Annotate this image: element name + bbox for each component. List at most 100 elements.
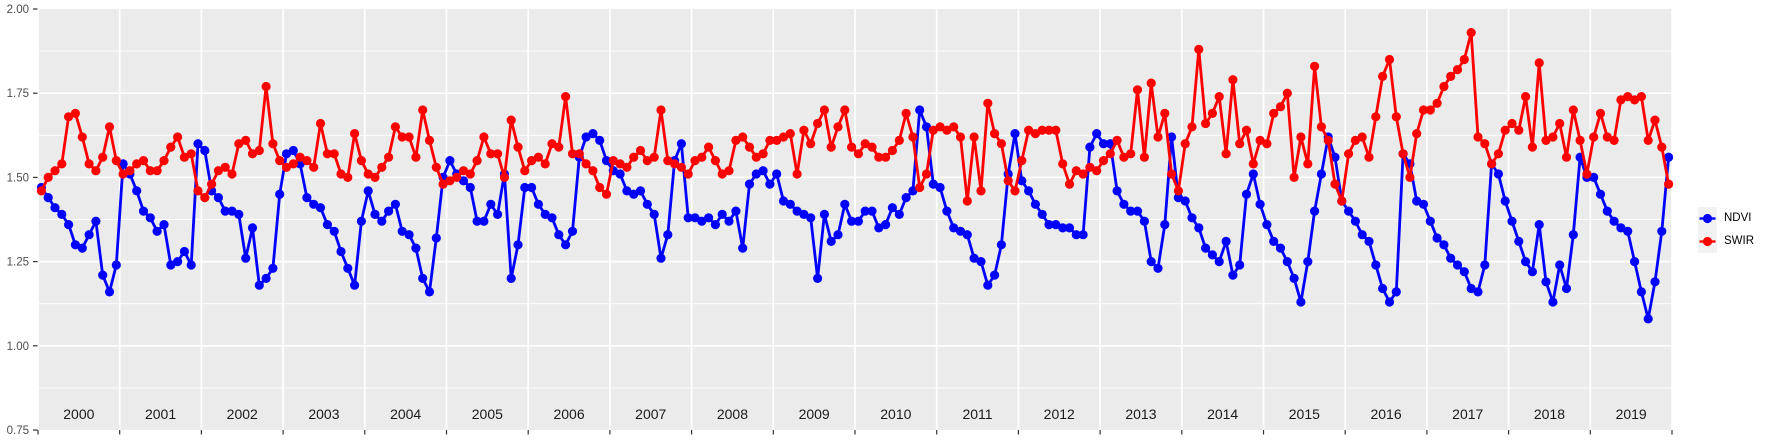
ndvi-point — [281, 149, 292, 159]
swir-point — [1344, 149, 1354, 159]
year-label: 2011 — [962, 406, 992, 422]
ndvi-point — [111, 260, 121, 270]
ndvi-point — [506, 273, 516, 283]
swir-point — [336, 169, 346, 179]
swir-point — [1616, 95, 1626, 105]
ndvi-point — [336, 246, 346, 257]
ndvi-point — [1241, 189, 1252, 199]
swir-point — [1310, 61, 1320, 71]
ndvi-point — [247, 223, 258, 233]
swir-point — [220, 162, 230, 172]
ndvi-point — [792, 206, 802, 216]
ndvi-point — [411, 243, 421, 253]
swir-point — [1153, 132, 1163, 142]
ndvi-point — [1439, 240, 1449, 250]
ndvi-point — [1262, 220, 1272, 230]
ndvi-point — [1296, 297, 1306, 307]
swir-point — [540, 159, 550, 169]
ndvi-point — [581, 132, 591, 142]
ndvi-point — [1112, 186, 1122, 196]
swir-point — [738, 132, 748, 142]
ndvi-point — [833, 230, 843, 240]
y-tick-label: 1.50 — [7, 172, 29, 184]
swir-point — [744, 142, 755, 152]
ndvi-point — [962, 230, 972, 240]
swir-point — [390, 122, 400, 132]
swir-point — [1391, 112, 1401, 122]
ndvi-point — [1418, 199, 1429, 209]
swir-point — [1214, 92, 1224, 102]
ndvi-point — [704, 213, 714, 223]
swir-point — [479, 132, 489, 142]
swir-point — [1282, 88, 1292, 98]
swir-point — [64, 112, 74, 122]
ndvi-point — [935, 182, 945, 193]
ndvi-point — [70, 240, 80, 250]
ndvi-point — [275, 189, 285, 199]
swir-point — [1010, 186, 1020, 196]
ndvi-point — [132, 186, 142, 196]
swir-point — [1589, 132, 1599, 142]
ndvi-point — [690, 213, 700, 223]
legend-label-ndvi: NDVI — [1724, 212, 1752, 224]
swir-point — [138, 156, 149, 166]
ndvi-point — [309, 199, 319, 209]
ndvi-point — [1207, 250, 1217, 260]
swir-point — [261, 81, 271, 92]
year-label: 2009 — [799, 406, 830, 422]
swir-point — [561, 92, 571, 102]
swir-point — [1085, 162, 1095, 172]
ndvi-point — [1521, 257, 1531, 267]
ndvi-point — [785, 199, 795, 209]
legend-key-ndvi — [1698, 207, 1717, 230]
swir-point — [1262, 139, 1272, 149]
swir-point — [581, 159, 591, 169]
ndvi-point — [159, 220, 169, 230]
swir-point — [145, 166, 155, 176]
swir-point — [1098, 156, 1109, 166]
swir-point — [418, 105, 428, 115]
ndvi-point — [649, 209, 659, 219]
ndvi-point — [1180, 196, 1190, 206]
swir-point — [186, 149, 196, 159]
ndvi-point — [513, 240, 523, 250]
ndvi-point — [1541, 277, 1551, 287]
ndvi-point — [874, 223, 884, 233]
ndvi-point — [1173, 193, 1183, 203]
swir-point — [227, 169, 237, 179]
swir-point — [806, 139, 816, 149]
swir-point — [1058, 159, 1068, 169]
swir-point — [1201, 118, 1211, 129]
swir-point — [1119, 152, 1129, 162]
ndvi-point — [1643, 314, 1653, 324]
swir-point — [1636, 92, 1646, 102]
swir-point — [670, 159, 680, 169]
swir-point — [1289, 172, 1299, 182]
swir-point — [315, 118, 326, 129]
swir-point — [642, 156, 652, 166]
ndvi-point — [990, 270, 1000, 280]
ndvi-point — [928, 179, 938, 189]
ndvi-point — [493, 209, 503, 219]
swir-point — [1194, 44, 1204, 55]
ndvi-point — [173, 257, 183, 267]
legend: NDVI SWIR — [1698, 207, 1754, 253]
ndvi-point — [758, 166, 768, 176]
swir-point — [43, 172, 53, 182]
year-label: 2003 — [308, 406, 339, 422]
ndvi-point — [629, 189, 639, 199]
swir-point — [1568, 105, 1578, 115]
ndvi-point — [1364, 236, 1374, 246]
swir-point — [404, 132, 414, 142]
ndvi-point — [1371, 260, 1381, 270]
ndvi-point — [955, 226, 966, 236]
swir-point — [424, 135, 435, 145]
swir-point — [1037, 125, 1047, 135]
ndvi-point — [1412, 196, 1422, 206]
swir-point — [125, 166, 135, 176]
ndvi-point — [1194, 223, 1204, 233]
swir-point — [1221, 149, 1231, 159]
swir-point — [499, 172, 509, 182]
swir-point — [874, 152, 884, 162]
